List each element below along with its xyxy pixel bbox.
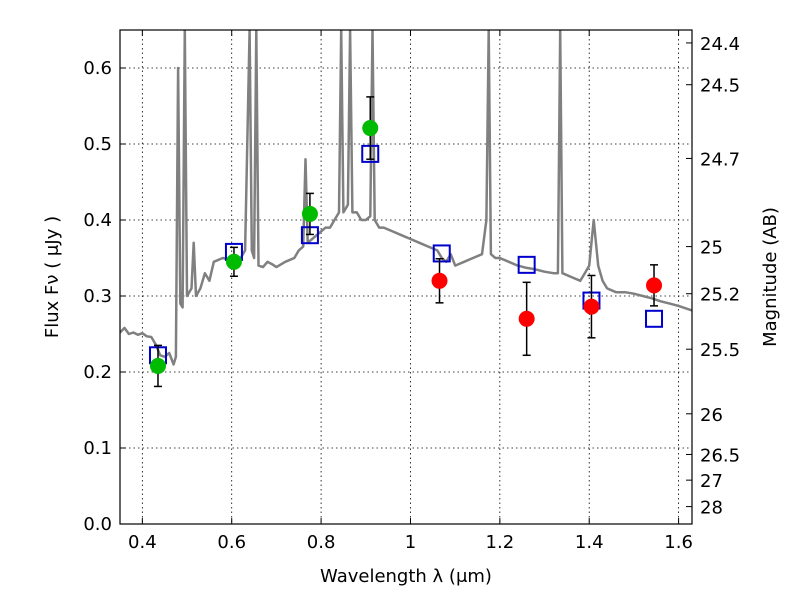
y-axis-title: Flux Fν ( μJy ) xyxy=(42,216,63,338)
x-tick-label: 1 xyxy=(405,532,416,553)
plot-frame xyxy=(119,29,693,525)
y2-tick-label: 27 xyxy=(700,471,723,492)
x-tick-label: 1.4 xyxy=(575,532,604,553)
x-tick-label: 0.4 xyxy=(128,532,157,553)
observed-flux-point xyxy=(225,253,242,270)
observed-flux-point xyxy=(646,277,663,294)
observed-flux-point xyxy=(149,357,166,374)
x-tick-label: 0.6 xyxy=(217,532,246,553)
x-tick-label: 0.8 xyxy=(307,532,336,553)
y-tick-label: 0.1 xyxy=(83,438,112,459)
y2-tick-label: 24.4 xyxy=(700,34,740,55)
y2-axis-title: Magnitude (AB) xyxy=(760,207,781,347)
model-square-marker xyxy=(432,244,451,263)
x-axis-title: Wavelength λ (μm) xyxy=(320,566,492,587)
model-square-marker xyxy=(517,255,536,274)
y-tick-label: 0.3 xyxy=(83,286,112,307)
spectrum-line xyxy=(120,30,692,366)
y2-tick-label: 28 xyxy=(700,498,723,519)
observed-flux-point xyxy=(301,205,318,222)
observed-flux-point xyxy=(431,272,448,289)
y-tick-label: 0.6 xyxy=(83,58,112,79)
y2-tick-label: 25.5 xyxy=(700,340,740,361)
observed-flux-point xyxy=(518,310,535,327)
model-square-marker xyxy=(645,309,664,328)
y-tick-label: 0.2 xyxy=(83,362,112,383)
x-tick-label: 1.6 xyxy=(664,532,693,553)
photometry-markers xyxy=(148,96,664,388)
x-tick-label: 1.2 xyxy=(486,532,515,553)
y2-tick-label: 25.2 xyxy=(700,285,740,306)
y2-tick-label: 25 xyxy=(700,238,723,259)
y2-tick-label: 26 xyxy=(700,405,723,426)
observed-flux-point xyxy=(362,120,379,137)
observed-flux-point xyxy=(583,298,600,315)
y-tick-label: 0.0 xyxy=(83,514,112,535)
y-tick-label: 0.5 xyxy=(83,134,112,155)
y2-tick-label: 26.5 xyxy=(700,445,740,466)
y2-tick-label: 24.7 xyxy=(700,149,740,170)
y-tick-label: 0.4 xyxy=(83,210,112,231)
ticks: 0.4 0.6 0.8 1 1.2 1.4 1.6 0.0 0.1 0.2 0.3 0.4 0.5 0.6… xyxy=(83,30,740,553)
model-spectrum xyxy=(120,30,692,366)
y2-tick-label: 24.5 xyxy=(700,76,740,97)
